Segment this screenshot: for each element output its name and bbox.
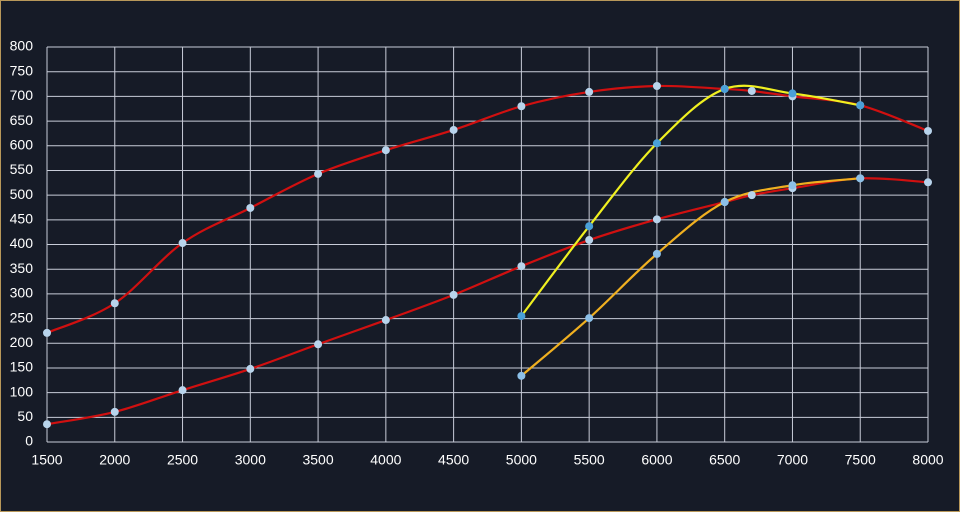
- data-point: [585, 236, 594, 245]
- y-tick-label: 50: [17, 408, 33, 424]
- x-tick-label: 3500: [302, 452, 333, 468]
- data-point: [652, 82, 661, 91]
- x-tick-label: 3000: [235, 452, 266, 468]
- y-tick-label: 400: [10, 235, 34, 251]
- x-tick-label: 5500: [574, 452, 605, 468]
- x-tick-label: 6500: [709, 452, 740, 468]
- data-point: [381, 316, 390, 325]
- x-tick-label: 8000: [912, 452, 943, 468]
- x-tick-label: 2000: [99, 452, 130, 468]
- y-tick-label: 300: [10, 285, 34, 301]
- data-point: [720, 198, 729, 207]
- y-tick-label: 0: [25, 433, 33, 449]
- data-point: [43, 328, 51, 337]
- data-point: [788, 181, 797, 190]
- data-point: [585, 87, 594, 96]
- data-point: [314, 169, 323, 178]
- data-point: [856, 101, 865, 110]
- data-point: [246, 364, 255, 373]
- data-point: [585, 314, 594, 323]
- y-tick-label: 100: [10, 383, 34, 399]
- data-point: [449, 290, 458, 299]
- data-point: [517, 102, 526, 111]
- x-tick-label: 2500: [167, 452, 198, 468]
- data-point: [747, 191, 756, 200]
- x-tick-label: 6000: [641, 452, 672, 468]
- data-point: [856, 174, 865, 183]
- data-point: [924, 126, 932, 135]
- data-point: [517, 262, 526, 271]
- data-point: [246, 203, 255, 212]
- y-tick-label: 500: [10, 186, 34, 202]
- data-point: [652, 215, 661, 224]
- data-point: [110, 407, 119, 416]
- y-tick-label: 700: [10, 87, 34, 103]
- y-tick-label: 250: [10, 309, 34, 325]
- data-point: [517, 371, 526, 380]
- data-point: [585, 222, 594, 231]
- data-point: [517, 312, 526, 321]
- x-tick-label: 7500: [845, 452, 876, 468]
- y-tick-label: 350: [10, 260, 34, 276]
- x-tick-label: 4500: [438, 452, 469, 468]
- data-point: [110, 299, 119, 308]
- y-tick-label: 650: [10, 112, 34, 128]
- y-tick-label: 800: [10, 38, 34, 54]
- x-tick-label: 4000: [370, 452, 401, 468]
- y-tick-label: 450: [10, 211, 34, 227]
- data-point: [314, 340, 323, 349]
- y-tick-label: 750: [10, 62, 34, 78]
- data-point: [652, 249, 661, 258]
- data-point: [924, 178, 932, 187]
- y-tick-label: 200: [10, 334, 34, 350]
- data-point: [43, 420, 51, 429]
- x-tick-label: 1500: [31, 452, 62, 468]
- y-tick-label: 150: [10, 359, 34, 375]
- data-point: [178, 239, 187, 248]
- data-point: [449, 125, 458, 134]
- data-point: [178, 386, 187, 395]
- data-point: [747, 86, 756, 95]
- x-tick-label: 5000: [506, 452, 537, 468]
- data-point: [381, 146, 390, 155]
- x-tick-label: 7000: [777, 452, 808, 468]
- data-point: [788, 89, 797, 98]
- y-tick-label: 600: [10, 136, 34, 152]
- data-point: [652, 139, 661, 148]
- data-point: [720, 84, 729, 93]
- y-tick-label: 550: [10, 161, 34, 177]
